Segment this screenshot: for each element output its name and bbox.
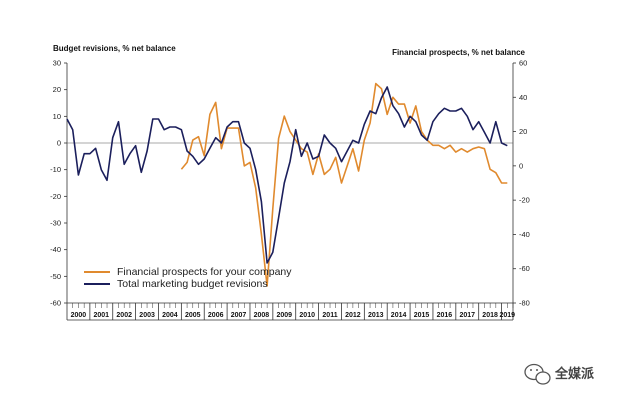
right-tick-label: 0 (519, 161, 523, 170)
legend-label-marketing-budget: Total marketing budget revisions (117, 278, 268, 290)
left-tick-label: -30 (50, 219, 61, 228)
left-tick-label: 20 (53, 85, 61, 94)
left-tick-label: 30 (53, 59, 61, 68)
right-tick-label: -60 (519, 264, 530, 273)
left-axis-title: Budget revisions, % net balance (53, 44, 176, 53)
right-axis-title: Financial prospects, % net balance (392, 48, 525, 57)
right-axis: 60 40 20 0 -20 -40 -60 -80 (512, 59, 530, 308)
series-line-marketing-budget (66, 86, 508, 264)
year-label: 2001 (94, 312, 110, 319)
right-tick-label: 20 (519, 127, 527, 136)
year-label: 2010 (299, 312, 315, 319)
series-lines (66, 82, 508, 287)
year-label: 2014 (391, 312, 407, 319)
left-tick-label: -40 (50, 245, 61, 254)
series-line-financial-prospects (180, 82, 508, 287)
left-tick-label: -60 (50, 299, 61, 308)
year-label: 2012 (345, 312, 361, 319)
wechat-icon (524, 363, 551, 385)
right-tick-label: -40 (519, 230, 530, 239)
left-tick-label: -50 (50, 272, 61, 281)
year-label: 2004 (162, 312, 178, 319)
legend: Financial prospects for your company Tot… (84, 266, 292, 290)
left-axis: 30 20 10 0 -10 -20 -30 -40 -50 -60 (50, 59, 68, 308)
x-axis: 2000 2001 2002 2003 2004 2005 2006 2007 2008 2009… (66, 302, 516, 321)
year-label: 2002 (116, 312, 132, 319)
left-tick-label: 10 (53, 112, 61, 121)
watermark: 全媒派 (524, 363, 595, 385)
year-label: 2017 (460, 312, 476, 319)
right-tick-label: -20 (519, 196, 530, 205)
year-label: 2011 (322, 312, 337, 319)
year-label: 2008 (254, 312, 270, 319)
year-label: 2016 (437, 312, 453, 319)
year-label: 2005 (185, 312, 201, 319)
year-label: 2006 (208, 312, 224, 319)
left-tick-label: -10 (50, 165, 61, 174)
right-tick-label: 40 (519, 93, 527, 102)
left-tick-label: -20 (50, 192, 61, 201)
year-label: 2013 (368, 312, 384, 319)
year-label: 2009 (277, 312, 293, 319)
year-label: 2019 (500, 312, 516, 319)
legend-label-financial-prospects: Financial prospects for your company (117, 266, 292, 278)
year-label: 2003 (139, 312, 155, 319)
year-label: 2015 (414, 312, 430, 319)
year-label: 2018 (482, 312, 498, 319)
year-label: 2007 (231, 312, 247, 319)
year-label: 2000 (71, 312, 87, 319)
left-tick-label: 0 (57, 139, 61, 148)
watermark-text: 全媒派 (554, 366, 595, 381)
right-tick-label: 60 (519, 59, 527, 68)
right-tick-label: -80 (519, 299, 530, 308)
